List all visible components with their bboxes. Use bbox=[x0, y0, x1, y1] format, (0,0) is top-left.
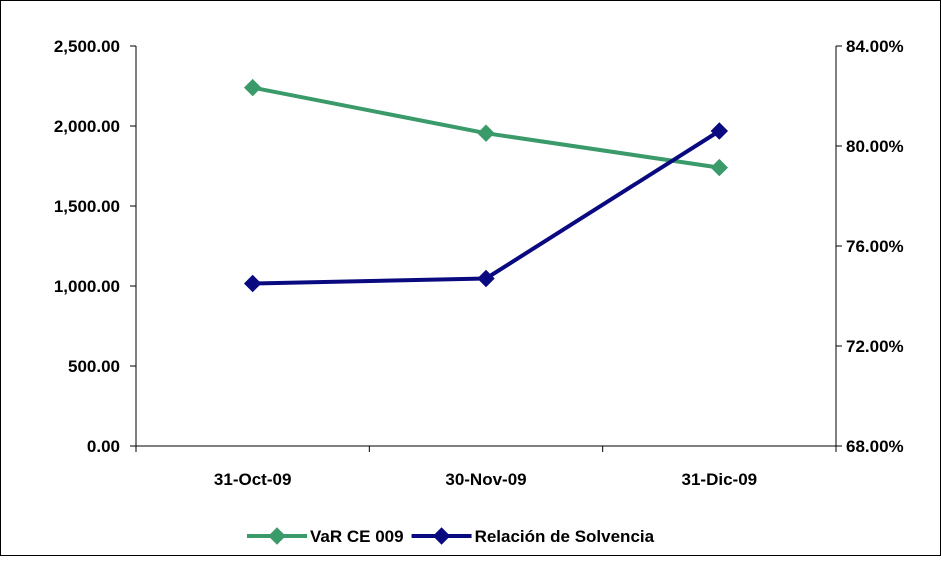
right-tick-label: 84.00% bbox=[846, 37, 904, 56]
right-tick-label: 72.00% bbox=[846, 337, 904, 356]
data-point-marker bbox=[477, 269, 495, 288]
left-tick-label: 1,500.00 bbox=[54, 197, 120, 216]
right-tick-label: 68.00% bbox=[846, 437, 904, 456]
left-tick-label: 2,500.00 bbox=[54, 37, 120, 56]
legend-marker bbox=[268, 527, 286, 545]
left-tick-label: 0.00 bbox=[87, 437, 120, 456]
right-tick-label: 76.00% bbox=[846, 237, 904, 256]
data-point-marker bbox=[477, 124, 495, 142]
x-category-label: 30-Nov-09 bbox=[445, 470, 526, 489]
right-axis-ticks: 68.00% 72.00% 76.00% 80.00% 84.00% bbox=[836, 37, 904, 456]
legend-item-1: VaR CE 009 bbox=[247, 527, 404, 546]
left-tick-label: 2,000.00 bbox=[54, 117, 120, 136]
series-layer bbox=[243, 78, 729, 293]
data-point-marker bbox=[243, 274, 262, 293]
legend-label: Relación de Solvencia bbox=[475, 527, 655, 546]
left-tick-label: 1,000.00 bbox=[54, 277, 120, 296]
series-2 bbox=[243, 122, 729, 293]
x-axis-ticks: 31-Oct-09 30-Nov-09 31-Dic-09 bbox=[135, 446, 837, 489]
data-point-marker bbox=[710, 158, 729, 177]
series-1 bbox=[243, 78, 729, 177]
data-point-marker bbox=[710, 122, 729, 140]
legend-item-2: Relación de Solvencia bbox=[411, 527, 655, 546]
legend: VaR CE 009 Relación de Solvencia bbox=[247, 527, 655, 546]
right-tick-label: 80.00% bbox=[846, 137, 904, 156]
x-category-label: 31-Oct-09 bbox=[214, 470, 291, 489]
legend-marker bbox=[432, 527, 451, 545]
x-category-label: 31-Dic-09 bbox=[682, 470, 758, 489]
legend-label: VaR CE 009 bbox=[310, 527, 404, 546]
left-axis-ticks: 0.00 500.00 1,000.00 1,500.00 2,000.00 2,500.… bbox=[54, 37, 136, 456]
data-point-marker bbox=[243, 78, 262, 97]
left-tick-label: 500.00 bbox=[68, 357, 120, 376]
